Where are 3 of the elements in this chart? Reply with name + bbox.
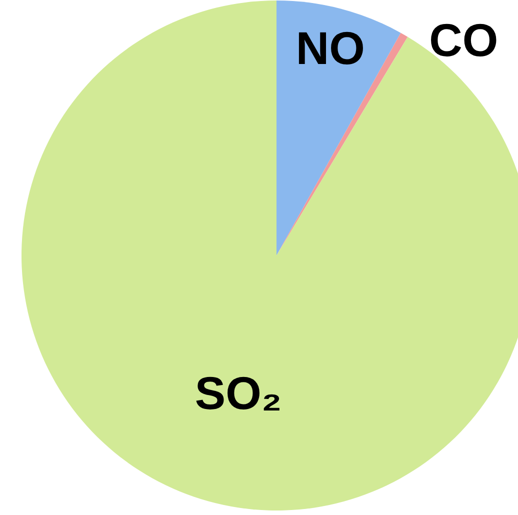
slice-label: CO: [429, 14, 498, 66]
slice-label: NO: [296, 22, 365, 74]
slice-label: SO₂: [194, 367, 282, 420]
